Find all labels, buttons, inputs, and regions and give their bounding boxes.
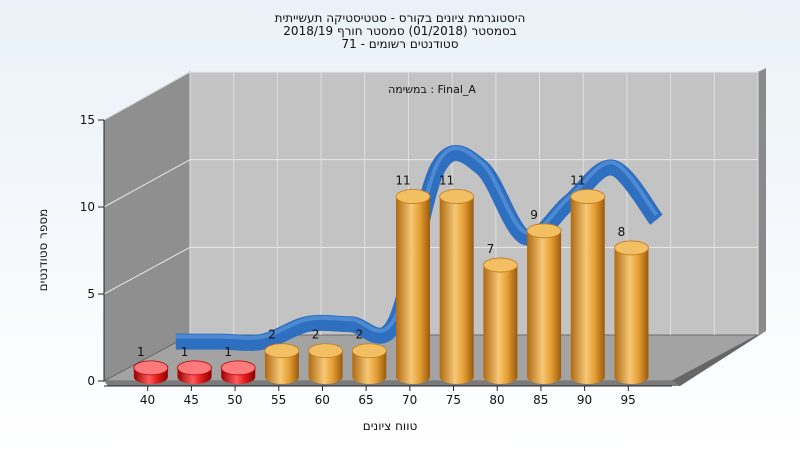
bar-cap xyxy=(351,343,387,359)
bar xyxy=(308,343,344,384)
bar-cap xyxy=(177,360,212,376)
bar xyxy=(133,360,169,384)
bar xyxy=(526,223,562,384)
bar-cap xyxy=(614,240,649,256)
x-axis: 40 45 50 55 60 65 70 75 80 85 90 95 xyxy=(104,385,672,407)
title-line-2: בסמסטר (01/2018) סמסטר חורף 2018/19 xyxy=(283,24,517,38)
x-tick-label: 80 xyxy=(489,393,504,407)
x-tick-label: 55 xyxy=(271,393,286,407)
bar-cap xyxy=(570,189,606,204)
title-line-3: סטודנטים רשומים - 71 xyxy=(341,37,459,51)
y-tick-label: 5 xyxy=(87,287,95,301)
bar-body xyxy=(483,265,518,385)
x-axis-title: טווח ציונים xyxy=(363,419,418,433)
data-label: 8 xyxy=(618,225,626,239)
x-tick-label: 60 xyxy=(315,393,330,407)
bar-cap xyxy=(526,223,562,239)
x-tick-label: 65 xyxy=(358,393,373,407)
bar-body xyxy=(570,196,605,384)
y-tick-label: 10 xyxy=(80,200,95,214)
bars xyxy=(133,189,649,385)
data-label: 9 xyxy=(530,208,538,222)
bar-cap xyxy=(395,189,431,204)
x-tick-label: 85 xyxy=(533,393,548,407)
floor-right-edge xyxy=(672,331,766,386)
data-label: 11 xyxy=(570,174,585,188)
bar-cap xyxy=(264,343,300,359)
bar xyxy=(570,189,606,384)
data-label: 1 xyxy=(181,345,189,359)
grid-line-side xyxy=(103,246,191,295)
bar xyxy=(395,189,431,384)
data-label: 11 xyxy=(439,174,454,188)
bar-body xyxy=(352,350,387,384)
data-label: 7 xyxy=(487,242,495,256)
data-label: 1 xyxy=(224,345,232,359)
bar-body xyxy=(264,350,299,384)
data-label: 11 xyxy=(395,174,410,188)
bar-cap xyxy=(220,360,256,376)
y-axis: 0 5 10 15 xyxy=(80,113,105,388)
bar xyxy=(220,360,256,384)
bar xyxy=(439,189,475,384)
bar-cap xyxy=(133,360,169,376)
bar-cap xyxy=(482,257,518,273)
bar xyxy=(177,360,212,384)
bar-body xyxy=(614,247,649,384)
data-label: 1 xyxy=(137,345,145,359)
bar-body xyxy=(439,196,474,384)
data-label: 2 xyxy=(268,328,276,342)
bar xyxy=(614,240,649,384)
y-axis-title: מספר סטודנטים xyxy=(36,209,50,292)
back-wall xyxy=(189,71,759,336)
x-tick-label: 45 xyxy=(184,393,199,407)
right-wall-edge xyxy=(758,68,766,335)
bar-cap xyxy=(439,189,475,204)
bar xyxy=(351,343,387,384)
data-label: 2 xyxy=(312,328,320,342)
x-tick-label: 95 xyxy=(621,393,636,407)
bar xyxy=(482,257,518,385)
chart-annotation: במשימה : Final_A xyxy=(388,83,476,96)
x-tick-label: 75 xyxy=(446,393,461,407)
bar-body xyxy=(396,196,430,384)
x-tick-label: 70 xyxy=(402,393,417,407)
data-label: 2 xyxy=(355,328,363,342)
x-tick-label: 40 xyxy=(140,393,155,407)
grid-line-side xyxy=(103,159,191,208)
bar-body xyxy=(527,230,562,384)
title-line-1: היסטוגרמת ציונים בקורס - סטטיסטיקה תעשיי… xyxy=(274,11,526,25)
x-tick-label: 90 xyxy=(577,393,592,407)
bar-body xyxy=(308,350,343,384)
y-tick-label: 0 xyxy=(87,374,95,388)
bar xyxy=(264,343,300,384)
chart-title: היסטוגרמת ציונים בקורס - סטטיסטיקה תעשיי… xyxy=(0,12,800,51)
grid-line-side xyxy=(103,71,191,121)
y-tick-label: 15 xyxy=(80,113,95,127)
x-tick-label: 50 xyxy=(227,393,242,407)
bar-cap xyxy=(308,343,344,359)
